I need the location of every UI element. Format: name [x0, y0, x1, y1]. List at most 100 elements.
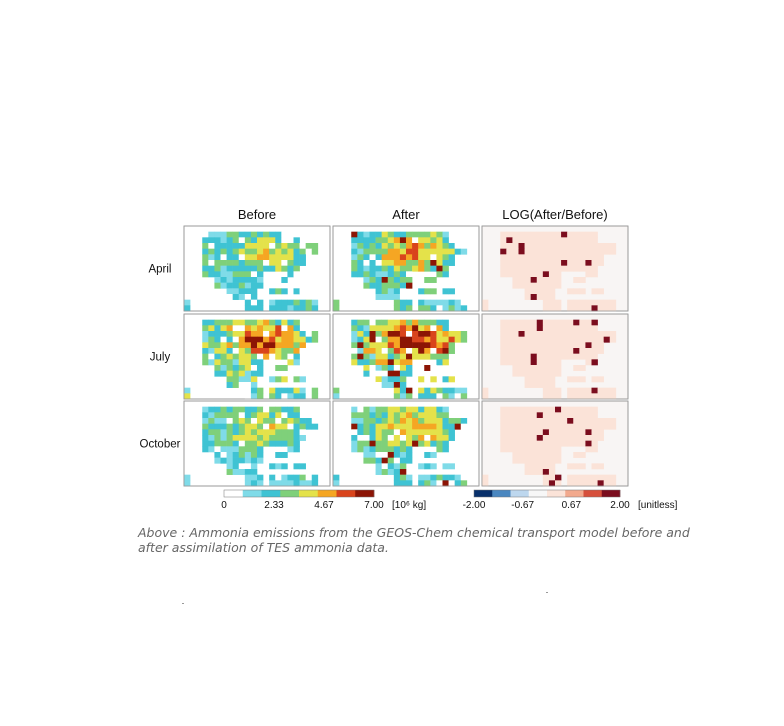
heatmap-cell: [263, 353, 270, 360]
heatmap-cell: [305, 387, 313, 394]
heatmap-cell: [281, 336, 288, 343]
heatmap-cell: [220, 418, 227, 424]
heatmap-cell: [293, 412, 300, 419]
heatmap-cell: [597, 248, 604, 255]
heatmap-cell: [250, 294, 258, 300]
colorbar: -2.00 -0.67 0.67 2.00 [unitless]: [463, 489, 678, 511]
heatmap-cell: [208, 325, 215, 332]
heatmap-cell: [573, 288, 580, 295]
heatmap-cell: [226, 412, 233, 419]
heatmap-cell: [536, 282, 544, 289]
heatmap-cell: [263, 243, 270, 249]
heatmap-cell: [412, 243, 419, 249]
heatmap-cell: [567, 418, 574, 424]
heatmap-cell: [232, 243, 240, 249]
heatmap-cell: [369, 331, 376, 337]
heatmap-cell: [518, 423, 525, 430]
heatmap-cell: [567, 393, 574, 400]
heatmap-cell: [555, 457, 562, 464]
heatmap-cell: [536, 254, 544, 261]
heatmap-cell: [430, 348, 437, 354]
heatmap-cell: [591, 325, 598, 332]
heatmap-cell: [418, 243, 425, 249]
heatmap-cell: [287, 342, 294, 349]
heatmap-cell: [406, 474, 413, 481]
heatmap-cell: [424, 288, 431, 295]
heatmap-cell: [603, 305, 611, 312]
heatmap-cell: [442, 359, 449, 366]
heatmap-cell: [244, 382, 252, 388]
heatmap-cell: [375, 412, 382, 419]
heatmap-cell: [202, 348, 209, 354]
heatmap-cell: [226, 423, 233, 430]
heatmap-cell: [436, 265, 443, 272]
colorbar-swatch: [355, 490, 375, 497]
heatmap-cell: [442, 331, 449, 337]
heatmap-cell: [573, 248, 580, 255]
heatmap-cell: [418, 237, 425, 244]
heatmap-cell: [406, 387, 413, 394]
heatmap-cell: [369, 237, 376, 244]
heatmap-cell: [512, 248, 519, 255]
heatmap-cell: [369, 248, 376, 255]
heatmap-cell: [406, 359, 413, 366]
heatmap-cell: [506, 342, 513, 349]
heatmap-cell: [412, 231, 419, 238]
heatmap-cell: [269, 393, 276, 400]
heatmap-cell: [250, 412, 258, 419]
heatmap-cell: [406, 342, 413, 349]
heatmap-cell: [424, 429, 431, 436]
heatmap-cell: [257, 387, 264, 394]
heatmap-cell: [232, 265, 240, 272]
heatmap-cell: [202, 265, 209, 272]
heatmap-cell: [244, 265, 252, 272]
heatmap-cell: [424, 376, 431, 383]
heatmap-cell: [585, 305, 592, 312]
heatmap-cell: [536, 271, 544, 278]
heatmap-cell: [536, 353, 544, 360]
heatmap-cell: [250, 359, 258, 366]
heatmap-cell: [257, 446, 264, 453]
heatmap-cell: [512, 353, 519, 360]
heatmap-cell: [442, 418, 449, 424]
heatmap-cell: [542, 265, 550, 272]
heatmap-cell: [281, 305, 288, 312]
heatmap-cell: [369, 336, 376, 343]
heatmap-cell: [436, 254, 443, 261]
heatmap-cell: [512, 446, 519, 453]
heatmap-cell: [548, 282, 556, 289]
colorbar-tick-label: 2.00: [610, 500, 630, 511]
heatmap-cell: [555, 237, 562, 244]
heatmap-cell: [530, 370, 538, 377]
heatmap-cell: [299, 418, 306, 424]
heatmap-cell: [591, 353, 598, 360]
heatmap-cell: [393, 423, 401, 430]
heatmap-cell: [311, 474, 319, 481]
heatmap-cell: [518, 440, 525, 447]
heatmap-cell: [542, 423, 550, 430]
heatmap-cell: [275, 248, 282, 255]
heatmap-cell: [418, 265, 425, 272]
heatmap-cell: [269, 423, 276, 430]
heatmap-cell: [530, 325, 538, 332]
heatmap-cell: [500, 325, 507, 332]
heatmap-cell: [269, 336, 276, 343]
heatmap-cell: [257, 243, 264, 249]
heatmap-cell: [536, 446, 544, 453]
heatmap-cell: [412, 440, 419, 447]
heatmap-cell: [536, 469, 544, 475]
heatmap-cell: [591, 474, 598, 481]
heatmap-cell: [244, 299, 252, 306]
row-label: July: [150, 352, 171, 364]
heatmap-cell: [214, 359, 221, 366]
heatmap-cell: [357, 260, 364, 266]
heatmap-cell: [500, 429, 507, 436]
heatmap-cell: [375, 457, 382, 464]
heatmap-cell: [263, 423, 270, 430]
heatmap-cell: [250, 237, 258, 244]
heatmap-cell: [269, 299, 276, 306]
heatmap-cell: [257, 370, 264, 377]
heatmap-cell: [406, 243, 413, 249]
heatmap-cell: [375, 353, 382, 360]
heatmap-cell: [257, 265, 264, 272]
